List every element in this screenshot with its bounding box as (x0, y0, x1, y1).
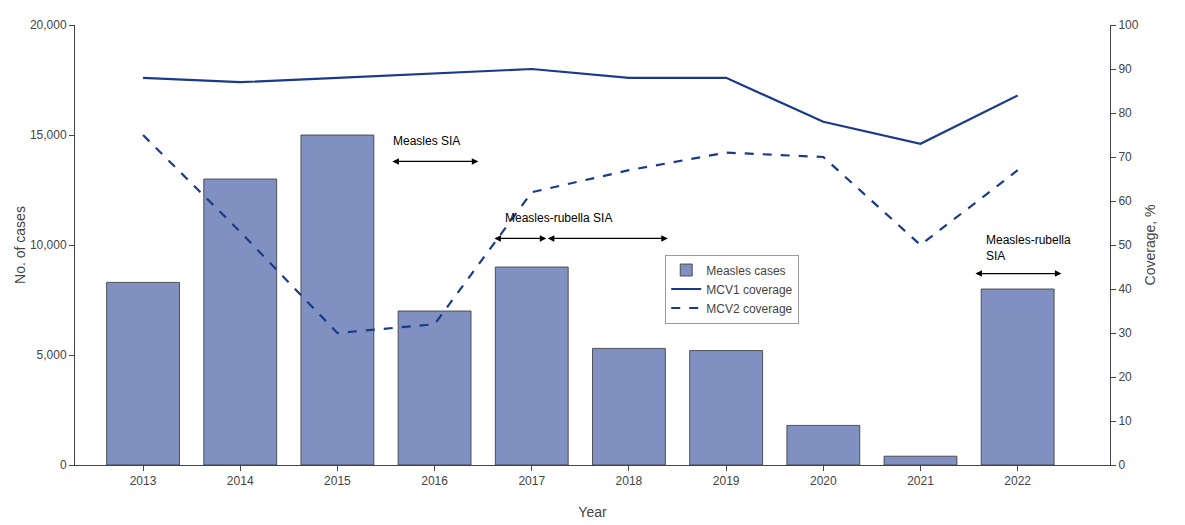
svg-text:2022: 2022 (1004, 474, 1031, 488)
svg-text:5,000: 5,000 (37, 348, 67, 362)
svg-text:2021: 2021 (907, 474, 934, 488)
svg-text:0: 0 (60, 458, 67, 472)
svg-text:10,000: 10,000 (30, 238, 67, 252)
svg-text:No. of cases: No. of cases (12, 206, 28, 284)
svg-text:2013: 2013 (130, 474, 157, 488)
svg-text:Measles-rubella SIA: Measles-rubella SIA (505, 211, 612, 225)
svg-text:70: 70 (1118, 150, 1132, 164)
svg-text:20: 20 (1118, 370, 1132, 384)
svg-text:Measles-rubellaSIA: Measles-rubellaSIA (986, 233, 1071, 263)
svg-text:40: 40 (1118, 282, 1132, 296)
svg-text:10: 10 (1118, 414, 1132, 428)
svg-text:2015: 2015 (324, 474, 351, 488)
svg-text:2020: 2020 (810, 474, 837, 488)
svg-text:0: 0 (1118, 458, 1125, 472)
svg-text:MCV2 coverage: MCV2 coverage (706, 302, 792, 316)
svg-text:50: 50 (1118, 238, 1132, 252)
svg-text:100: 100 (1118, 18, 1138, 32)
svg-text:2017: 2017 (518, 474, 545, 488)
svg-text:20,000: 20,000 (30, 18, 67, 32)
svg-text:MCV1 coverage: MCV1 coverage (706, 283, 792, 297)
svg-text:Measles cases: Measles cases (706, 264, 785, 278)
svg-text:30: 30 (1118, 326, 1132, 340)
svg-text:2014: 2014 (227, 474, 254, 488)
svg-text:2019: 2019 (713, 474, 740, 488)
svg-text:15,000: 15,000 (30, 128, 67, 142)
svg-text:2018: 2018 (616, 474, 643, 488)
svg-text:Coverage, %: Coverage, % (1142, 205, 1158, 286)
svg-text:Year: Year (578, 504, 607, 520)
svg-text:60: 60 (1118, 194, 1132, 208)
svg-text:Measles SIA: Measles SIA (393, 134, 460, 148)
svg-text:90: 90 (1118, 62, 1132, 76)
svg-text:2016: 2016 (421, 474, 448, 488)
svg-text:80: 80 (1118, 106, 1132, 120)
